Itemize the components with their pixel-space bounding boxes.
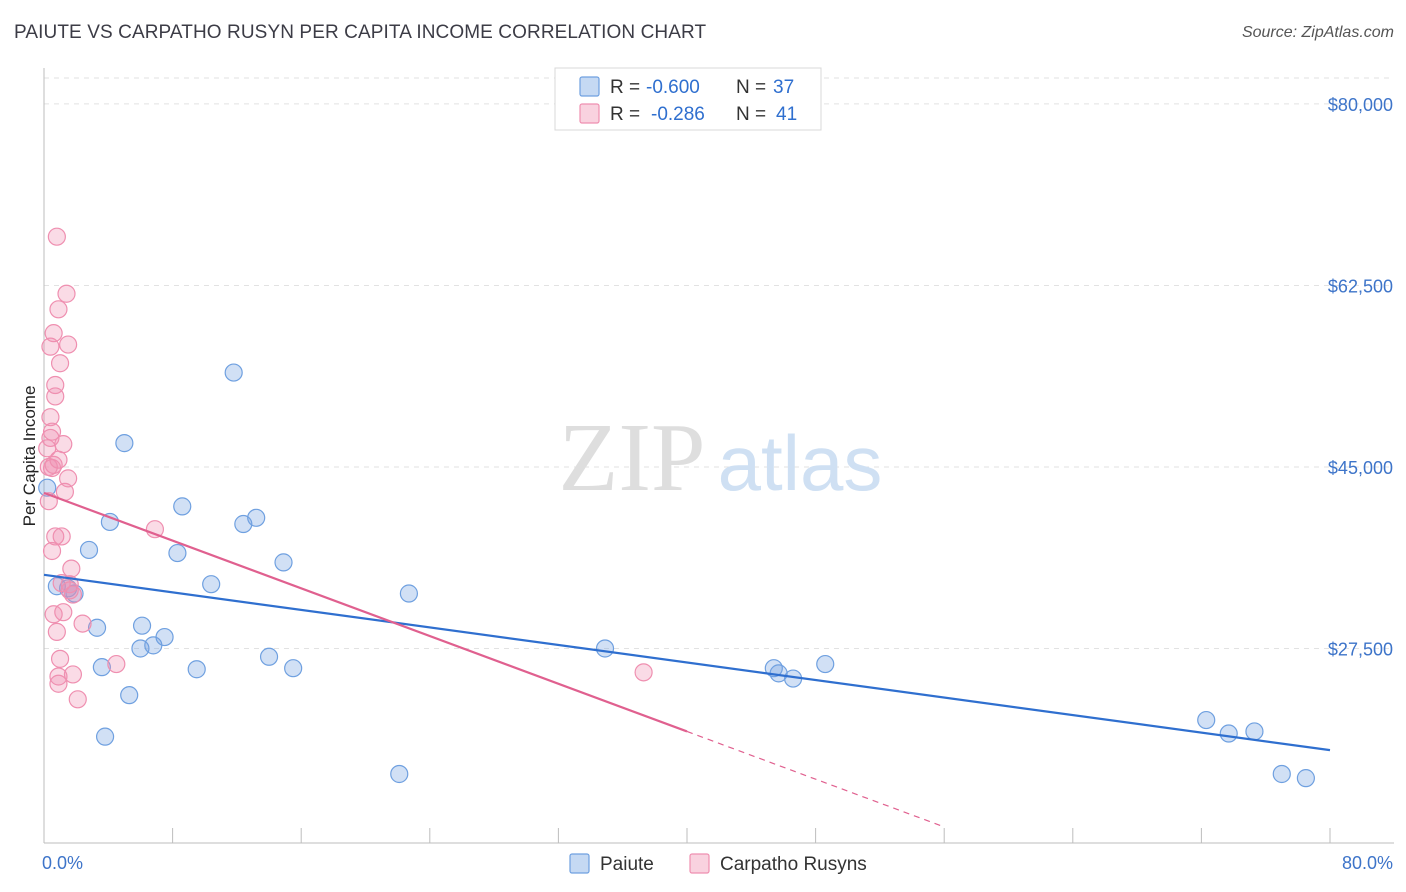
- paiute-point: [79, 540, 99, 560]
- paiute-point: [595, 639, 615, 658]
- carpatho-point: [41, 337, 60, 356]
- carpatho-point: [49, 300, 68, 319]
- legend-swatch-carpatho: [689, 853, 710, 874]
- paiute-point: [38, 478, 57, 497]
- stats-r-value: -0.600: [646, 77, 700, 98]
- paiute-point: [399, 584, 419, 603]
- paiute-point: [87, 618, 107, 637]
- paiute-point: [95, 727, 115, 746]
- carpatho-point: [63, 585, 83, 604]
- carpatho-point: [42, 422, 62, 441]
- carpatho-point: [57, 284, 76, 303]
- chart-title: PAIUTE VS CARPATHO RUSYN PER CAPITA INCO…: [14, 22, 707, 43]
- series-legend: Paiute Carpatho Rusyns: [569, 853, 867, 875]
- paiute-point: [274, 553, 293, 572]
- carpatho-point: [50, 649, 70, 668]
- stats-legend: R = -0.600 N = 37 R = -0.286 N = 41: [554, 67, 822, 131]
- watermark: ZIP atlas: [559, 404, 883, 512]
- y-tick-label: $62,500: [1328, 276, 1393, 296]
- stats-n-value: 41: [776, 104, 797, 125]
- watermark-atlas: atlas: [718, 419, 883, 507]
- legend-swatch-paiute: [569, 853, 590, 874]
- paiute-point: [132, 616, 152, 635]
- paiute-point: [202, 575, 221, 594]
- carpatho-point: [42, 541, 62, 561]
- carpatho-point: [50, 354, 70, 373]
- stats-n-value: 37: [773, 77, 794, 98]
- carpatho-point: [46, 527, 65, 546]
- carpatho-point: [634, 663, 653, 682]
- paiute-point: [224, 363, 243, 382]
- carpatho-trend-extension: [686, 730, 945, 828]
- paiute-point: [100, 512, 120, 532]
- carpatho-point: [47, 227, 66, 246]
- carpatho-point: [54, 603, 73, 622]
- paiute-point: [764, 659, 783, 678]
- legend-label-carpatho: Carpatho Rusyns: [720, 854, 867, 875]
- stats-r-label: R =: [610, 104, 640, 125]
- x-tick-label: 0.0%: [42, 853, 83, 873]
- carpatho-point: [62, 559, 81, 578]
- carpatho-point: [68, 690, 87, 709]
- paiute-point: [1272, 764, 1291, 784]
- stats-r-label: R =: [610, 77, 640, 98]
- carpatho-point: [63, 665, 83, 684]
- carpatho-point: [49, 667, 68, 686]
- stats-swatch-paiute: [579, 76, 600, 97]
- legend-label-paiute: Paiute: [600, 854, 654, 875]
- source-label: Source: ZipAtlas.com: [1241, 24, 1394, 41]
- carpatho-trend-line: [43, 491, 688, 733]
- stats-r-value: -0.286: [651, 104, 705, 125]
- paiute-point: [284, 659, 303, 678]
- carpatho-point: [46, 387, 65, 406]
- carpatho-point: [44, 324, 63, 343]
- y-tick-label: $80,000: [1328, 95, 1393, 115]
- y-tick-label: $45,000: [1328, 458, 1393, 478]
- paiute-point: [259, 647, 279, 666]
- paiute-trend-line: [43, 573, 1331, 752]
- carpatho-point: [41, 408, 60, 427]
- y-tick-labels: $27,500 $45,000 $62,500 $80,000: [1328, 95, 1393, 660]
- carpatho-point: [59, 469, 78, 488]
- trend-lines: [43, 491, 1331, 828]
- x-tick-label: 80.0%: [1342, 853, 1393, 873]
- carpatho-point: [49, 450, 68, 469]
- carpatho-point: [52, 527, 71, 546]
- watermark-zip: ZIP: [559, 404, 706, 512]
- carpatho-point: [47, 622, 66, 641]
- paiute-point: [1296, 769, 1315, 788]
- paiute-point: [65, 584, 84, 603]
- paiute-point: [173, 497, 192, 516]
- paiute-point: [120, 686, 139, 705]
- paiute-point: [168, 543, 187, 563]
- paiute-point: [155, 627, 174, 647]
- axes: [43, 68, 1394, 844]
- paiute-point: [1197, 710, 1216, 730]
- carpatho-point: [107, 654, 126, 674]
- paiute-point: [115, 434, 134, 453]
- y-tick-label: $27,500: [1328, 639, 1393, 659]
- gridlines: [44, 77, 1394, 649]
- stats-n-label: N =: [736, 104, 766, 125]
- x-tick-labels: 0.0% 80.0%: [42, 853, 1393, 873]
- paiute-point: [816, 654, 835, 674]
- paiute-point: [92, 658, 111, 677]
- carpatho-point: [59, 335, 78, 354]
- carpatho-point: [54, 435, 73, 454]
- paiute-point: [247, 508, 266, 527]
- carpatho-point: [49, 674, 68, 693]
- paiute-point: [390, 764, 409, 784]
- carpatho-point: [38, 439, 57, 458]
- paiute-point: [187, 660, 206, 679]
- paiute-point: [1245, 722, 1264, 741]
- y-axis-label: Per Capita Income: [20, 386, 39, 527]
- paiute-point: [1219, 724, 1238, 743]
- stats-swatch-carpatho: [579, 103, 600, 124]
- carpatho-point: [73, 614, 92, 633]
- stats-n-label: N =: [736, 77, 766, 98]
- carpatho-point: [44, 455, 63, 474]
